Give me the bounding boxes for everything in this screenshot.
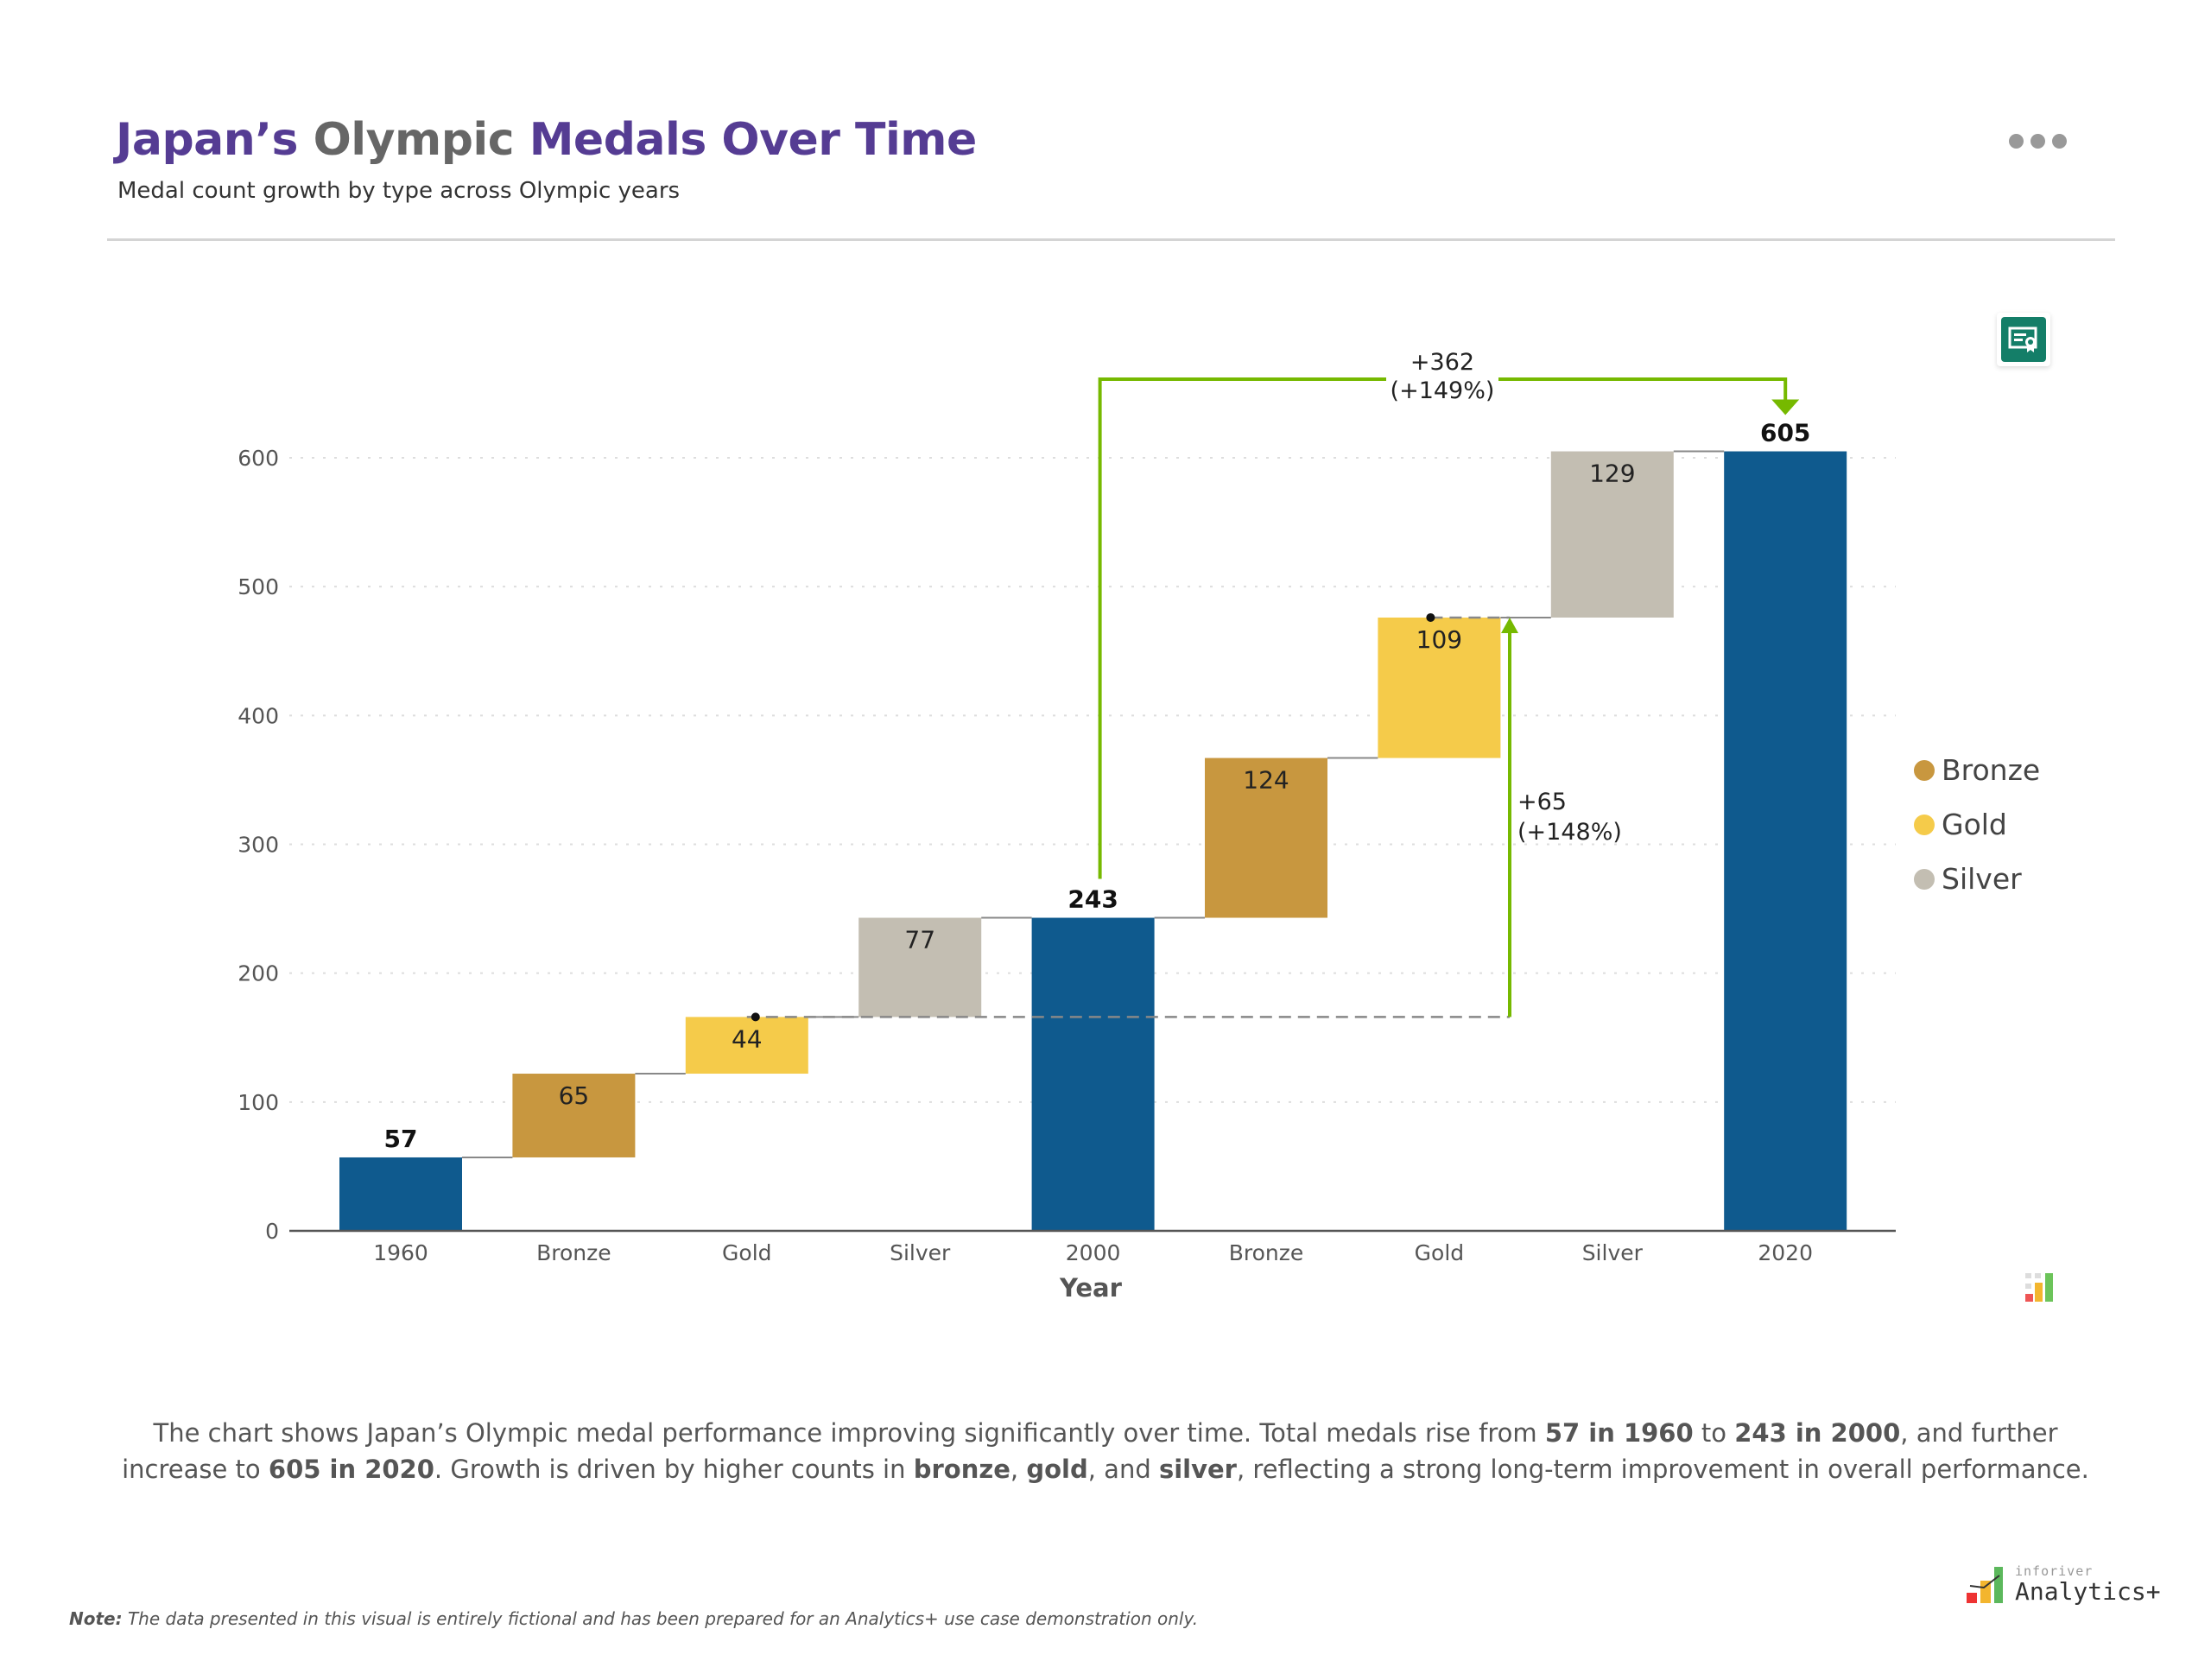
page-title: Japan’s Olympic Medals Over Time: [116, 114, 977, 166]
y-tick-label: 100: [238, 1090, 279, 1115]
ellipsis-icon: [2009, 134, 2024, 149]
comparison-label: +65: [1517, 789, 1567, 815]
description-highlight: 243 in 2000: [1734, 1418, 1901, 1448]
logo-big-text: Analytics+: [2015, 1577, 2161, 1606]
bar-bronze[interactable]: [1205, 758, 1327, 918]
chart-legend: Bronze Gold Silver: [1914, 743, 2040, 906]
x-tick-label: Gold: [1415, 1240, 1464, 1265]
delta-label: 129: [1589, 460, 1635, 488]
description-text: . Growth is driven by higher counts in: [434, 1455, 914, 1484]
description-text: , and: [1087, 1455, 1159, 1484]
bar-silver[interactable]: [1550, 451, 1674, 618]
total-label: 605: [1760, 419, 1810, 447]
y-tick-label: 400: [238, 703, 279, 728]
x-axis-title: Year: [1059, 1273, 1123, 1303]
logo-small-text: inforiver: [2015, 1563, 2094, 1579]
bar-1960[interactable]: [339, 1157, 462, 1231]
title-part: Japan’s: [116, 114, 298, 166]
bar-gold[interactable]: [1378, 617, 1501, 758]
reference-dot: [1426, 612, 1435, 622]
legend-label: Silver: [1942, 862, 2022, 896]
description-highlight: 605 in 2020: [268, 1455, 434, 1484]
chart-description: The chart shows Japan’s Olympic medal pe…: [121, 1415, 2090, 1487]
logo-icon: [1967, 1567, 2003, 1603]
x-tick-label: Silver: [890, 1240, 951, 1265]
certificate-button[interactable]: [1997, 313, 2050, 366]
delta-label: 65: [559, 1081, 590, 1110]
arrow-up-icon: [1501, 617, 1518, 633]
x-tick-label: Bronze: [536, 1240, 611, 1265]
legend-swatch: [1914, 814, 1935, 835]
certificate-icon: [2001, 317, 2046, 362]
header-divider: [107, 238, 2115, 241]
comparison-bracket: [1498, 377, 1788, 404]
description-highlight: bronze: [913, 1455, 1010, 1484]
bar-bronze[interactable]: [512, 1074, 636, 1157]
description-text: , and further increase to: [122, 1418, 2058, 1484]
x-tick-label: Silver: [1582, 1240, 1644, 1265]
y-tick-label: 0: [265, 1219, 279, 1244]
legend-item-gold[interactable]: Gold: [1914, 797, 2040, 852]
note-text: The data presented in this visual is ent…: [122, 1608, 1199, 1629]
ellipsis-icon: [2030, 134, 2045, 149]
delta-label: 77: [904, 926, 935, 954]
legend-swatch: [1914, 759, 1935, 781]
bar-2000[interactable]: [1031, 917, 1155, 1231]
comparison-percent: (+148%): [1517, 819, 1622, 846]
x-tick-label: Gold: [722, 1240, 771, 1265]
x-tick-label: 2020: [1758, 1240, 1813, 1265]
y-tick-label: 500: [238, 574, 279, 599]
delta-label: 44: [732, 1024, 763, 1053]
y-tick-label: 300: [238, 833, 279, 858]
title-part-highlight: Olympic: [313, 114, 515, 166]
chart-type-icon[interactable]: [2024, 1271, 2056, 1306]
description-text: ,: [1010, 1455, 1027, 1484]
bar-silver[interactable]: [858, 917, 982, 1018]
legend-item-silver[interactable]: Silver: [1914, 852, 2040, 906]
comparison-bracket: [1098, 377, 1386, 879]
description-text: The chart shows Japan’s Olympic medal pe…: [153, 1418, 1545, 1448]
description-highlight: gold: [1026, 1455, 1088, 1484]
legend-swatch: [1914, 868, 1935, 890]
description-highlight: 57 in 1960: [1544, 1418, 1694, 1448]
bar-2020[interactable]: [1724, 451, 1847, 1231]
total-label: 243: [1067, 885, 1118, 914]
description-text: , reflecting a strong long-term improvem…: [1236, 1455, 2089, 1484]
note-label: Note:: [69, 1608, 123, 1629]
footnote: Note: The data presented in this visual …: [69, 1608, 1198, 1629]
more-options-button[interactable]: [2009, 134, 2067, 149]
x-tick-label: 2000: [1066, 1240, 1121, 1265]
description-highlight: silver: [1158, 1455, 1237, 1484]
y-tick-label: 600: [238, 446, 279, 471]
analytics-plus-logo: inforiver Analytics+: [1965, 1563, 2161, 1605]
delta-label: 124: [1243, 766, 1289, 795]
x-tick-label: Bronze: [1229, 1240, 1304, 1265]
total-label: 57: [384, 1125, 418, 1153]
legend-label: Gold: [1942, 808, 2007, 841]
title-part: Medals Over Time: [529, 114, 978, 166]
ellipsis-icon: [2052, 134, 2067, 149]
arrow-down-icon: [1771, 399, 1800, 415]
reference-dot: [751, 1012, 760, 1022]
legend-item-bronze[interactable]: Bronze: [1914, 743, 2040, 797]
legend-label: Bronze: [1942, 753, 2041, 787]
bar-gold[interactable]: [685, 1017, 808, 1075]
delta-label: 109: [1416, 625, 1462, 654]
comparison-label: +362: [1410, 349, 1474, 376]
y-tick-label: 200: [238, 961, 279, 986]
description-text: to: [1693, 1418, 1735, 1448]
comparison-percent: (+149%): [1391, 377, 1495, 404]
page-subtitle: Medal count growth by type across Olympi…: [117, 178, 681, 204]
x-tick-label: 1960: [373, 1240, 428, 1265]
